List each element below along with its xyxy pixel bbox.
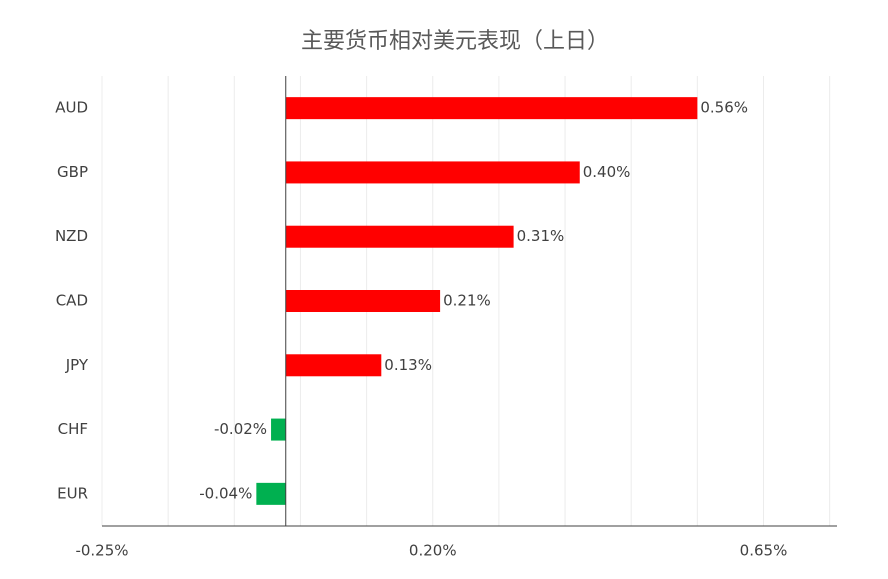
- y-tick-label: GBP: [57, 163, 88, 181]
- value-label: 0.56%: [700, 99, 748, 117]
- bar: [271, 418, 286, 441]
- bar: [285, 354, 382, 377]
- y-tick-label: EUR: [57, 484, 88, 502]
- y-tick-label: NZD: [55, 227, 88, 245]
- x-tick-label: 0.65%: [740, 542, 788, 560]
- y-tick-label: AUD: [55, 99, 88, 117]
- value-label: -0.02%: [214, 420, 267, 438]
- value-label: 0.31%: [517, 227, 565, 245]
- value-label: 0.21%: [443, 292, 491, 310]
- bar: [285, 97, 698, 120]
- x-tick-label: -0.25%: [75, 542, 128, 560]
- bar: [285, 290, 441, 312]
- bar: [285, 225, 514, 248]
- chart-title: 主要货币相对美元表现（上日）: [301, 29, 609, 54]
- y-tick-label: JPY: [65, 356, 89, 374]
- value-label: 0.13%: [384, 356, 432, 374]
- y-tick-label: CAD: [56, 292, 88, 310]
- x-tick-label: 0.20%: [409, 542, 457, 560]
- value-label: -0.04%: [199, 484, 252, 502]
- y-tick-label: CHF: [58, 420, 88, 438]
- bar: [285, 161, 580, 184]
- value-label: 0.40%: [583, 163, 631, 181]
- bar: [256, 482, 286, 505]
